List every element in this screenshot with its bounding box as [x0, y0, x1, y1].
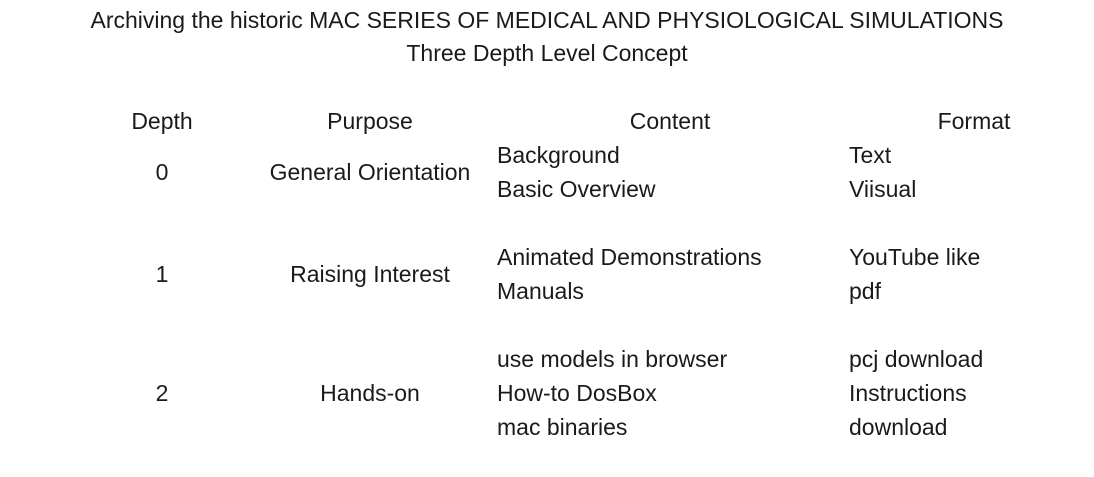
- content-list: use models in browser How-to DosBox mac …: [497, 346, 727, 448]
- page-subtitle: Three Depth Level Concept: [406, 40, 688, 66]
- content-item: Manuals: [497, 278, 584, 304]
- depth-cell: 0: [155, 159, 169, 185]
- header-content: Content: [629, 108, 711, 134]
- purpose-cell: General Orientation: [269, 159, 471, 185]
- content-list: Animated Demonstrations Manuals: [497, 244, 762, 312]
- content-item: mac binaries: [497, 414, 628, 440]
- format-item: Text: [849, 142, 892, 168]
- content-list: Background Basic Overview: [497, 142, 655, 210]
- page-title: Archiving the historic MAC SERIES OF MED…: [90, 7, 1004, 33]
- header-depth: Depth: [131, 108, 193, 134]
- format-list: pcj download Instructions download: [849, 346, 983, 448]
- purpose-cell: Hands-on: [320, 380, 420, 406]
- format-item: Instructions: [849, 380, 967, 406]
- depth-cell: 1: [155, 261, 169, 287]
- format-item: Viisual: [849, 176, 917, 202]
- format-item: pdf: [849, 278, 881, 304]
- format-item: YouTube like: [849, 244, 981, 270]
- format-item: pcj download: [849, 346, 984, 372]
- content-item: Background: [497, 142, 620, 168]
- purpose-cell: Raising Interest: [290, 261, 450, 287]
- header-format: Format: [937, 108, 1011, 134]
- content-item: Animated Demonstrations: [497, 244, 762, 270]
- format-list: Text Viisual: [849, 142, 916, 210]
- format-list: YouTube like pdf: [849, 244, 980, 312]
- content-item: use models in browser: [497, 346, 728, 372]
- format-item: download: [849, 414, 948, 440]
- depth-cell: 2: [155, 380, 169, 406]
- content-item: How-to DosBox: [497, 380, 657, 406]
- header-purpose: Purpose: [327, 108, 413, 134]
- content-item: Basic Overview: [497, 176, 656, 202]
